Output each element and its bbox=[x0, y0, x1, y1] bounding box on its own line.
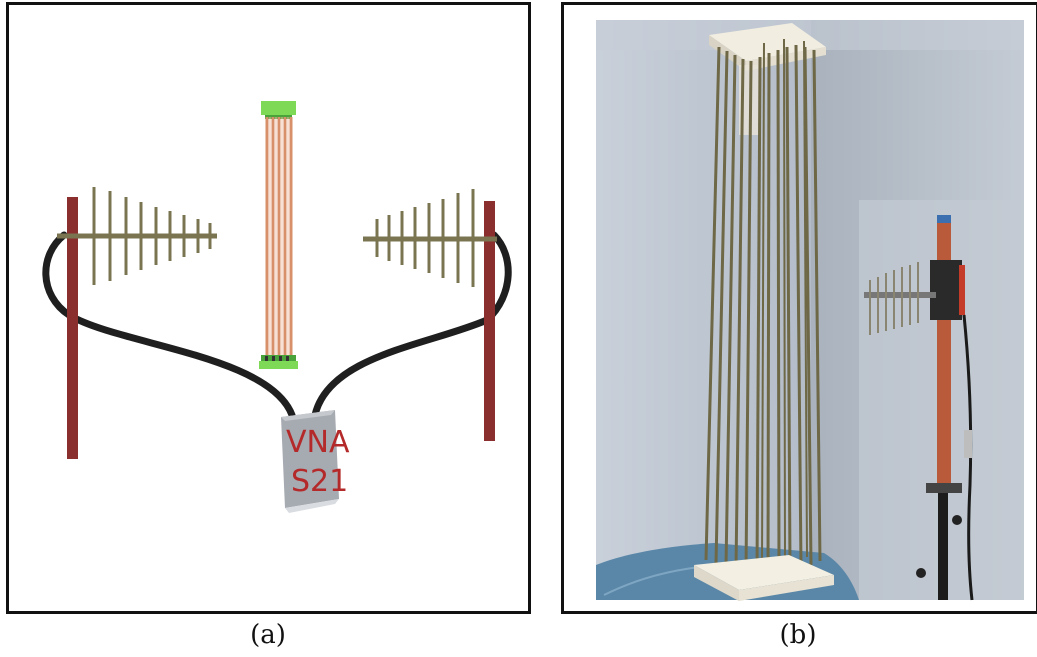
right-cable bbox=[311, 231, 512, 419]
rod-array-photo bbox=[704, 38, 822, 574]
rod-array bbox=[259, 101, 298, 369]
left-mast bbox=[67, 197, 78, 459]
left-cable bbox=[42, 231, 296, 419]
wall-left bbox=[596, 20, 811, 600]
right-antenna bbox=[363, 189, 497, 287]
right-mast bbox=[484, 201, 495, 441]
vna-box-label-line2: S21 bbox=[291, 464, 348, 499]
vna-box-label-line1: VNA bbox=[286, 425, 350, 460]
caption-panel-a: (a) bbox=[250, 620, 286, 650]
caption-panel-b: (b) bbox=[779, 620, 817, 650]
panel-a-schematic: VNA S21 bbox=[6, 2, 531, 614]
rod-array-base bbox=[694, 555, 834, 601]
photo-antenna-mast bbox=[864, 215, 974, 601]
panel-b-photo bbox=[561, 2, 1037, 614]
vna-box: VNA S21 bbox=[281, 410, 350, 513]
left-antenna bbox=[57, 187, 217, 285]
schematic-drawing: VNA S21 bbox=[42, 101, 512, 513]
photo-drawing bbox=[596, 20, 1024, 601]
